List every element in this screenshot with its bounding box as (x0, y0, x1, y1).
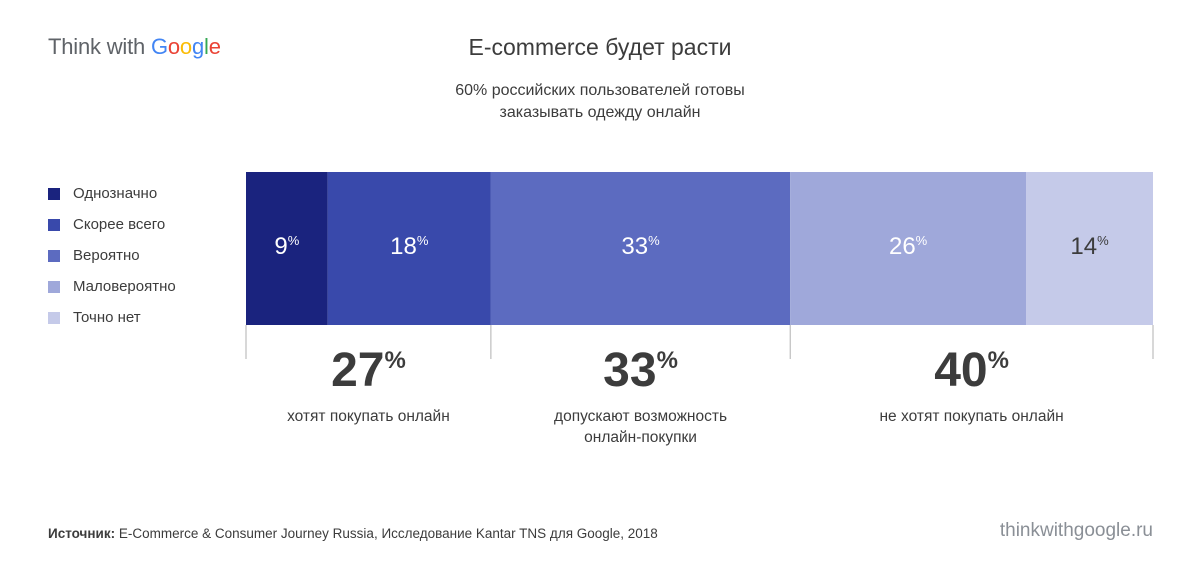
bar-value-label-5: 14% (1070, 233, 1109, 260)
bar-segment-3 (490, 172, 791, 325)
legend-label: Маловероятно (73, 278, 176, 295)
group-caption-2-line-1: допускают возможность (554, 408, 727, 425)
subtitle-line-1: 60% российских пользователей готовы (455, 82, 745, 99)
subtitle-line-2: заказывать одежду онлайн (499, 104, 701, 121)
legend-item-3: Вероятно (48, 240, 176, 271)
bar-segment-1 (246, 172, 328, 325)
legend-item-5: Точно нет (48, 302, 176, 333)
legend-item-1: Однозначно (48, 178, 176, 209)
chart-subtitle: 60% российских пользователей готовы зака… (350, 80, 850, 124)
bar-value-label-2: 18% (390, 233, 429, 260)
bar-value-label-1: 9% (274, 233, 299, 260)
bar-segment-2 (327, 172, 491, 325)
legend-swatch (48, 280, 60, 293)
source-label: Источник: (48, 526, 116, 541)
group-total-1: 27% (331, 344, 406, 397)
legend-item-4: Маловероятно (48, 271, 176, 302)
group-caption-2-line-2: онлайн-покупки (584, 429, 697, 446)
bar-value-label-4: 26% (889, 233, 928, 260)
legend-item-2: Скорее всего (48, 209, 176, 240)
bar-value-label-3: 33% (621, 233, 660, 260)
legend-swatch (48, 187, 60, 200)
bar-segment-5 (1026, 172, 1153, 325)
legend-label: Вероятно (73, 247, 140, 264)
legend: Однозначно Скорее всего Вероятно Маловер… (48, 178, 176, 333)
group-caption-1-line-1: хотят покупать онлайн (287, 408, 450, 425)
group-total-2: 33% (603, 344, 678, 397)
source-text: E-Commerce & Consumer Journey Russia, Ис… (115, 526, 658, 541)
site-link[interactable]: thinkwithgoogle.ru (999, 520, 1153, 541)
bar-segment-4 (790, 172, 1027, 325)
chart-title: E-commerce будет расти (468, 34, 732, 60)
legend-swatch (48, 218, 60, 231)
source-note: Источник: E-Commerce & Consumer Journey … (48, 526, 658, 541)
legend-label: Однозначно (73, 185, 158, 202)
legend-swatch (48, 311, 60, 324)
legend-label: Точно нет (73, 309, 141, 326)
group-caption-3-line-1: не хотят покупать онлайн (880, 408, 1064, 425)
think-with-google-logo: Think with Google (48, 34, 221, 59)
group-total-3: 40% (934, 344, 1009, 397)
legend-swatch (48, 249, 60, 262)
legend-label: Скорее всего (73, 216, 166, 233)
